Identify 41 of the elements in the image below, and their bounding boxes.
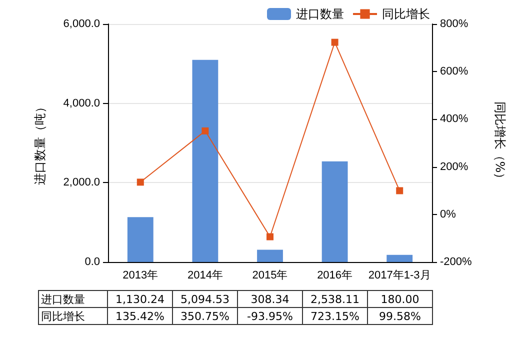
x-tick-label: 2016年: [317, 270, 353, 282]
y2-tick-label: 400%: [440, 113, 468, 126]
y-tick-label: 0.0: [84, 256, 100, 268]
x-tick-label: 2013年: [122, 270, 158, 282]
legend-label: 进口数量: [296, 7, 344, 21]
x-tick-label: 2015年: [252, 270, 288, 282]
data-label: 99.58%: [368, 308, 432, 324]
y2-tick-label: 0%: [440, 208, 456, 220]
data-label: 2,538.11: [302, 290, 368, 308]
y2-tick-label: -200%: [440, 256, 472, 268]
y2-tick-label: 200%: [440, 160, 468, 173]
data-label: 350.75%: [172, 308, 238, 324]
y2-tick-label: 600%: [440, 66, 468, 78]
y-axis-title: 进口数量（吨）: [33, 101, 47, 185]
bar: [127, 217, 154, 262]
point: [331, 38, 338, 46]
bar: [257, 250, 283, 262]
point: [136, 178, 144, 186]
data-label: 5,094.53: [172, 290, 238, 308]
y-tick-label: 4,000.0: [63, 97, 100, 110]
bar: [322, 161, 348, 262]
data-label: 135.42%: [108, 308, 172, 324]
point: [266, 233, 274, 240]
y-tick-label: 6,000.0: [63, 18, 100, 30]
y-tick-label: 2,000.0: [63, 176, 100, 189]
y2-tick-label: 800%: [440, 18, 468, 30]
point: [202, 127, 209, 134]
bar: [192, 60, 218, 262]
data-label: 180.00: [368, 290, 432, 308]
legend-label: 同比增长: [382, 7, 430, 21]
data-label: 308.34: [238, 290, 302, 308]
point: [396, 187, 404, 194]
bar: [386, 254, 413, 262]
x-tick-label: 2014年: [187, 270, 223, 282]
y2-axis-title: 同比增长（%）: [493, 101, 507, 185]
x-tick-label: 2017年1-3月: [368, 270, 431, 282]
text: 进口数量: [41, 292, 85, 306]
data-label: 723.15%: [302, 308, 368, 324]
data-label: 1,130.24: [108, 290, 172, 308]
data-label: -93.95%: [238, 308, 302, 324]
text: 同比增长: [41, 310, 85, 322]
